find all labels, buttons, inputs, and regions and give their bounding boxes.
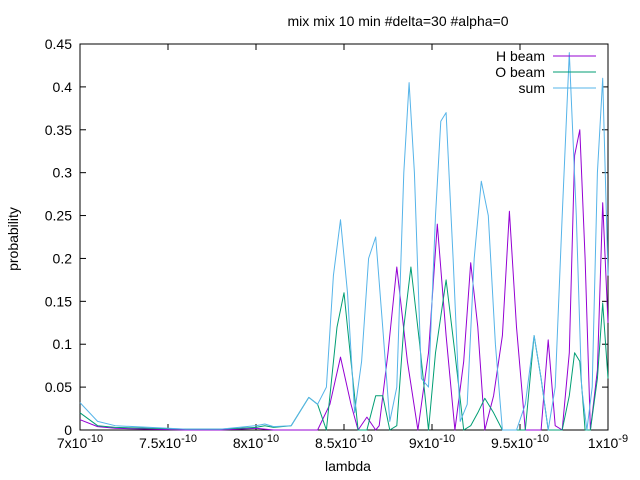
y-tick-label: 0.25 [45,208,72,224]
x-tick-mantissa: 9.5 [491,435,511,451]
y-tick-label: 0.05 [45,379,72,395]
x-tick-exponent: -10 [181,433,197,445]
y-tick-label: 0.35 [45,122,72,138]
x-tick-mantissa: 8.5 [315,435,335,451]
y-tick-label: 0.15 [45,293,72,309]
x-tick-times: x10 [417,435,440,451]
x-tick-mantissa: 1 [588,435,596,451]
x-tick-mantissa: 8 [233,435,241,451]
x-tick-label: 9.5x10-10 [491,433,549,451]
y-tick-label: 0.4 [53,79,73,95]
x-tick-times: x10 [510,435,533,451]
legend-label: O beam [495,64,545,80]
x-tick-label: 1x10-9 [588,433,628,451]
legend-label: H beam [496,48,545,64]
legend-label: sum [519,80,545,96]
y-tick-label: 0.3 [53,165,73,181]
x-tick-exponent: -10 [439,433,455,445]
x-tick-label: 8x10-10 [233,433,279,451]
x-tick-times: x10 [65,435,88,451]
x-tick-times: x10 [596,435,619,451]
x-tick-mantissa: 9 [409,435,417,451]
x-tick-times: x10 [158,435,181,451]
x-tick-label: 7.5x10-10 [139,433,197,451]
series-line-sum [79,52,609,431]
x-tick-exponent: -10 [533,433,549,445]
x-tick-label: 9x10-10 [409,433,455,451]
x-tick-exponent: -10 [357,433,373,445]
x-tick-times: x10 [241,435,264,451]
y-tick-label: 0 [64,422,72,438]
x-tick-times: x10 [334,435,357,451]
chart-title: mix mix 10 min #delta=30 #alpha=0 [287,13,508,29]
x-axis-label: lambda [325,458,371,474]
x-tick-exponent: -9 [618,433,628,445]
x-tick-mantissa: 7 [57,435,65,451]
series-line-h-beam [79,129,609,431]
x-tick-label: 7x10-10 [57,433,103,451]
y-tick-label: 0.45 [45,36,72,52]
y-tick-label: 0.1 [53,336,73,352]
x-tick-exponent: -10 [263,433,279,445]
y-axis-label: probability [5,207,21,271]
x-tick-mantissa: 7.5 [139,435,159,451]
series-line-o-beam [79,266,609,431]
y-tick-label: 0.2 [53,250,73,266]
x-tick-exponent: -10 [87,433,103,445]
x-tick-label: 8.5x10-10 [315,433,373,451]
